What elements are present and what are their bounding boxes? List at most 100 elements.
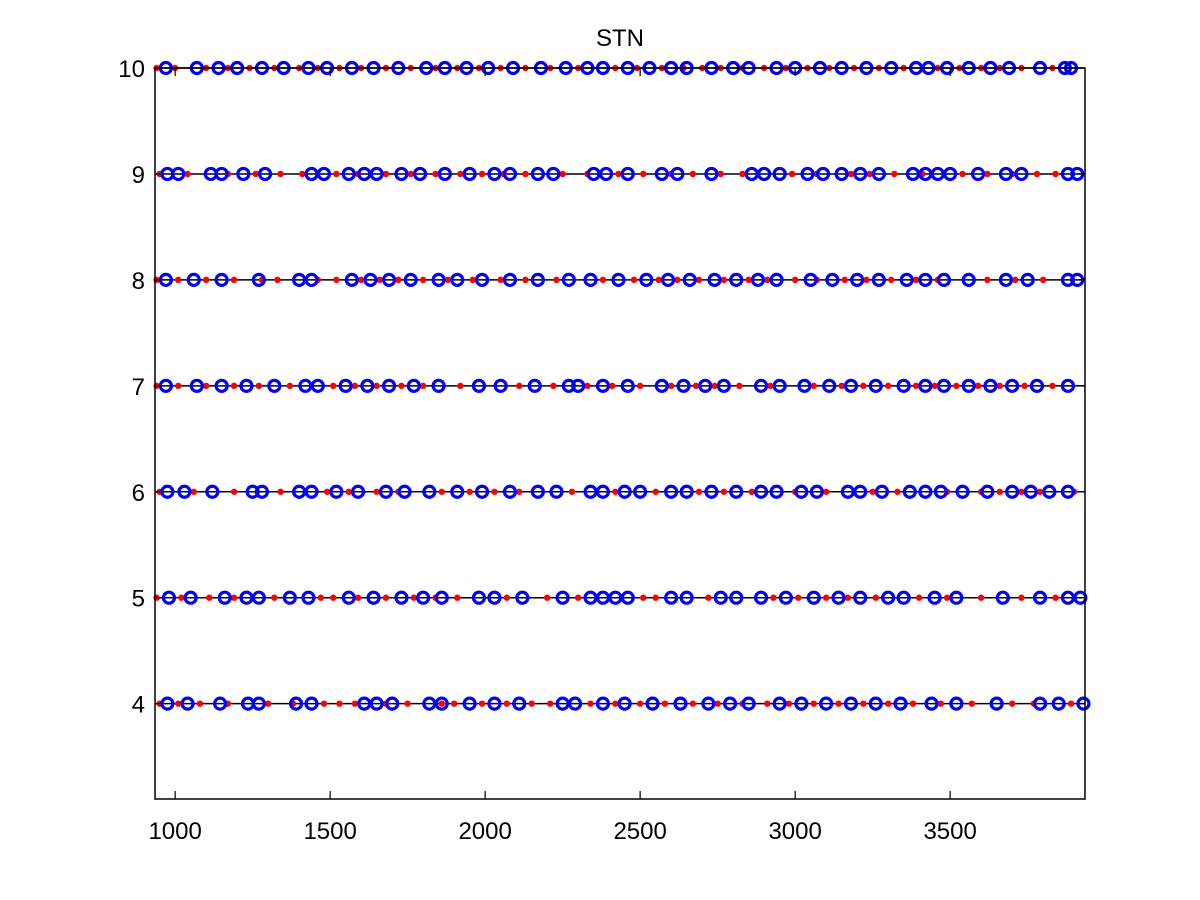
blue-circle-point [301, 590, 316, 605]
blue-circle-point [871, 272, 886, 287]
red-dot-point [478, 170, 486, 178]
blue-circle-point [794, 696, 809, 711]
red-dot-point [996, 382, 1003, 390]
red-dot-point [909, 700, 917, 707]
red-dot-point [795, 594, 802, 601]
blue-circle-point [267, 378, 282, 393]
blue-circle-point [831, 590, 846, 605]
blue-circle-point [474, 484, 490, 499]
red-dot-point [984, 276, 991, 284]
red-dot-point [912, 382, 920, 390]
red-dot-point [357, 276, 365, 284]
blue-circle-point [341, 166, 356, 182]
blue-circle-point [397, 484, 412, 499]
blue-circle-point [1020, 272, 1035, 287]
red-dot-point [764, 276, 771, 284]
red-dot-point [516, 488, 523, 495]
red-dot-point [419, 276, 427, 284]
blue-circle-point [980, 484, 995, 499]
blue-circle-point [471, 378, 487, 393]
blue-circle-point [772, 166, 787, 182]
red-dot-point [884, 700, 892, 707]
blue-circle-point [902, 484, 917, 499]
blue-circle-point [825, 272, 840, 287]
blue-circle-point [729, 272, 744, 287]
blue-circle-point [474, 272, 490, 287]
axis-ticks: 1000 1500 2000 2500 3000 3500 4 5 6 7 8 9 10 [118, 56, 1085, 845]
blue-circle-point [654, 166, 669, 182]
blue-circle-point [450, 272, 465, 287]
blue-circle-point [899, 272, 914, 287]
red-dot-point [550, 382, 557, 390]
red-dot-point [612, 700, 619, 707]
blue-circle-point [561, 378, 576, 393]
red-dot-point [1039, 276, 1047, 284]
red-dot-point [609, 382, 616, 390]
red-dot-point [553, 276, 560, 284]
blue-circle-point [753, 590, 769, 605]
blue-circle-point [412, 166, 428, 182]
red-dot-point [841, 276, 848, 284]
blue-circle-point [769, 484, 784, 499]
blue-circle-point [949, 590, 964, 605]
blue-circle-point [716, 378, 731, 393]
y-tick-label: 9 [132, 162, 145, 189]
red-dot-point [720, 276, 728, 284]
blue-circle-point [394, 590, 409, 605]
blue-circle-point [660, 272, 676, 287]
blue-circle-point [933, 484, 948, 499]
blue-circle-point [310, 378, 325, 393]
blue-circle-point [769, 272, 784, 287]
blue-circle-point [741, 696, 756, 711]
blue-circle-point [673, 696, 688, 711]
blue-circle-point [385, 696, 400, 711]
chart-title: STN [596, 25, 644, 52]
red-dot-point [1067, 700, 1075, 707]
red-dot-point [574, 594, 582, 601]
blue-circle-point [1060, 378, 1076, 393]
red-dot-point [503, 594, 511, 601]
blue-circle-point [502, 166, 518, 182]
blue-circle-point [527, 378, 542, 393]
blue-circle-point [822, 378, 837, 393]
blue-circle-point [515, 590, 530, 605]
blue-circle-point [462, 166, 477, 182]
red-dot-point [330, 594, 337, 601]
red-dot-point [264, 700, 272, 707]
red-dot-point [330, 382, 337, 390]
red-dot-point [739, 170, 746, 178]
blue-circle-point [161, 590, 177, 605]
blue-circle-point [493, 378, 508, 393]
blue-circle-point [853, 590, 868, 605]
blue-circle-point [366, 590, 381, 605]
x-tick-label: 2000 [458, 818, 511, 845]
blue-circle-point [893, 696, 908, 711]
blue-circle-point [676, 378, 691, 393]
y-tick-label: 7 [132, 374, 145, 401]
blue-circle-point [344, 272, 359, 287]
blue-circle-point [998, 166, 1014, 182]
blue-circle-point [316, 166, 332, 182]
blue-circle-point [422, 484, 437, 499]
blue-circle-point [236, 166, 251, 182]
red-dot-point [277, 170, 284, 178]
blue-circle-point [815, 166, 831, 182]
blue-circle-point [341, 590, 356, 605]
red-dot-point [351, 382, 359, 390]
red-dot-point [522, 170, 529, 178]
blue-circle-point [1005, 378, 1020, 393]
red-dot-point [984, 170, 991, 178]
red-dot-point [835, 700, 842, 707]
red-dot-point [953, 382, 960, 390]
blue-circle-point [698, 378, 713, 393]
red-dot-point [711, 382, 718, 390]
blue-circle-point [918, 272, 933, 287]
red-dot-point [943, 594, 951, 601]
red-dot-point [516, 382, 523, 390]
red-dot-point [689, 700, 697, 707]
red-dot-point [1021, 382, 1028, 390]
blue-circle-point [1029, 378, 1045, 393]
red-dot-point [547, 700, 554, 707]
red-dot-point [937, 700, 945, 707]
